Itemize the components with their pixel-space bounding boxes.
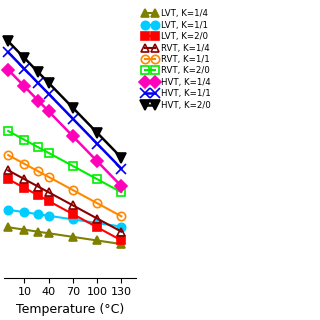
HVT, K=2/0 bbox=[36, 70, 40, 74]
HVT, K=2/0 bbox=[95, 131, 99, 135]
LVT, K=1/1 bbox=[71, 218, 75, 221]
RVT, K=1/1 bbox=[71, 188, 75, 192]
HVT, K=1/1 bbox=[119, 167, 123, 171]
RVT, K=2/0 bbox=[71, 164, 75, 168]
HVT, K=1/1 bbox=[6, 50, 10, 54]
RVT, K=1/4 bbox=[6, 168, 10, 172]
RVT, K=1/1 bbox=[36, 169, 40, 173]
LVT, K=1/4 bbox=[36, 230, 40, 234]
LVT, K=2/0 bbox=[22, 186, 26, 190]
RVT, K=1/4 bbox=[36, 185, 40, 188]
LVT, K=2/0 bbox=[119, 238, 123, 242]
HVT, K=1/1 bbox=[36, 81, 40, 85]
HVT, K=1/4 bbox=[47, 109, 51, 113]
Legend: LVT, K=1/4, LVT, K=1/1, LVT, K=2/0, RVT, K=1/4, RVT, K=1/1, RVT, K=2/0, HVT, K=1: LVT, K=1/4, LVT, K=1/1, LVT, K=2/0, RVT,… bbox=[141, 8, 211, 110]
HVT, K=2/0 bbox=[71, 106, 75, 110]
RVT, K=1/1 bbox=[6, 153, 10, 157]
RVT, K=1/1 bbox=[22, 162, 26, 166]
Line: HVT, K=2/0: HVT, K=2/0 bbox=[3, 36, 126, 163]
RVT, K=1/4 bbox=[22, 177, 26, 181]
HVT, K=1/1 bbox=[47, 92, 51, 96]
HVT, K=1/4 bbox=[95, 159, 99, 163]
X-axis label: Temperature (°C): Temperature (°C) bbox=[16, 303, 124, 316]
LVT, K=2/0 bbox=[6, 177, 10, 181]
Line: LVT, K=1/1: LVT, K=1/1 bbox=[4, 205, 125, 231]
LVT, K=1/1 bbox=[47, 214, 51, 218]
LVT, K=1/4 bbox=[119, 242, 123, 246]
RVT, K=2/0 bbox=[95, 177, 99, 181]
HVT, K=2/0 bbox=[6, 39, 10, 43]
RVT, K=1/4 bbox=[47, 190, 51, 194]
LVT, K=1/4 bbox=[95, 239, 99, 243]
HVT, K=2/0 bbox=[119, 156, 123, 160]
LVT, K=1/4 bbox=[71, 235, 75, 239]
LVT, K=1/4 bbox=[47, 231, 51, 235]
LVT, K=2/0 bbox=[47, 199, 51, 203]
Line: RVT, K=2/0: RVT, K=2/0 bbox=[4, 127, 125, 196]
RVT, K=2/0 bbox=[6, 129, 10, 133]
LVT, K=1/1 bbox=[36, 212, 40, 216]
LVT, K=1/1 bbox=[22, 210, 26, 214]
LVT, K=1/1 bbox=[119, 225, 123, 228]
RVT, K=1/1 bbox=[119, 214, 123, 218]
RVT, K=2/0 bbox=[22, 138, 26, 142]
HVT, K=1/4 bbox=[119, 184, 123, 188]
Line: HVT, K=1/1: HVT, K=1/1 bbox=[3, 47, 126, 173]
LVT, K=2/0 bbox=[36, 193, 40, 197]
LVT, K=1/4 bbox=[6, 225, 10, 229]
RVT, K=2/0 bbox=[36, 145, 40, 149]
HVT, K=1/4 bbox=[71, 134, 75, 138]
RVT, K=1/4 bbox=[95, 217, 99, 220]
RVT, K=1/1 bbox=[47, 175, 51, 179]
HVT, K=1/1 bbox=[95, 142, 99, 146]
LVT, K=2/0 bbox=[71, 212, 75, 216]
HVT, K=2/0 bbox=[47, 81, 51, 85]
Line: RVT, K=1/4: RVT, K=1/4 bbox=[4, 166, 125, 236]
Line: RVT, K=1/1: RVT, K=1/1 bbox=[4, 151, 125, 220]
HVT, K=1/1 bbox=[22, 67, 26, 71]
RVT, K=1/1 bbox=[95, 201, 99, 205]
RVT, K=1/4 bbox=[71, 204, 75, 207]
Line: LVT, K=1/4: LVT, K=1/4 bbox=[4, 223, 125, 248]
LVT, K=2/0 bbox=[95, 225, 99, 229]
LVT, K=1/4 bbox=[22, 228, 26, 232]
LVT, K=1/1 bbox=[95, 221, 99, 225]
Line: HVT, K=1/4: HVT, K=1/4 bbox=[4, 66, 125, 190]
RVT, K=1/4 bbox=[119, 230, 123, 234]
RVT, K=2/0 bbox=[119, 190, 123, 194]
HVT, K=1/1 bbox=[71, 117, 75, 121]
HVT, K=1/4 bbox=[6, 68, 10, 72]
HVT, K=2/0 bbox=[22, 56, 26, 60]
RVT, K=2/0 bbox=[47, 151, 51, 155]
HVT, K=1/4 bbox=[22, 84, 26, 88]
Line: LVT, K=2/0: LVT, K=2/0 bbox=[4, 175, 125, 244]
HVT, K=1/4 bbox=[36, 99, 40, 102]
LVT, K=1/1 bbox=[6, 208, 10, 212]
